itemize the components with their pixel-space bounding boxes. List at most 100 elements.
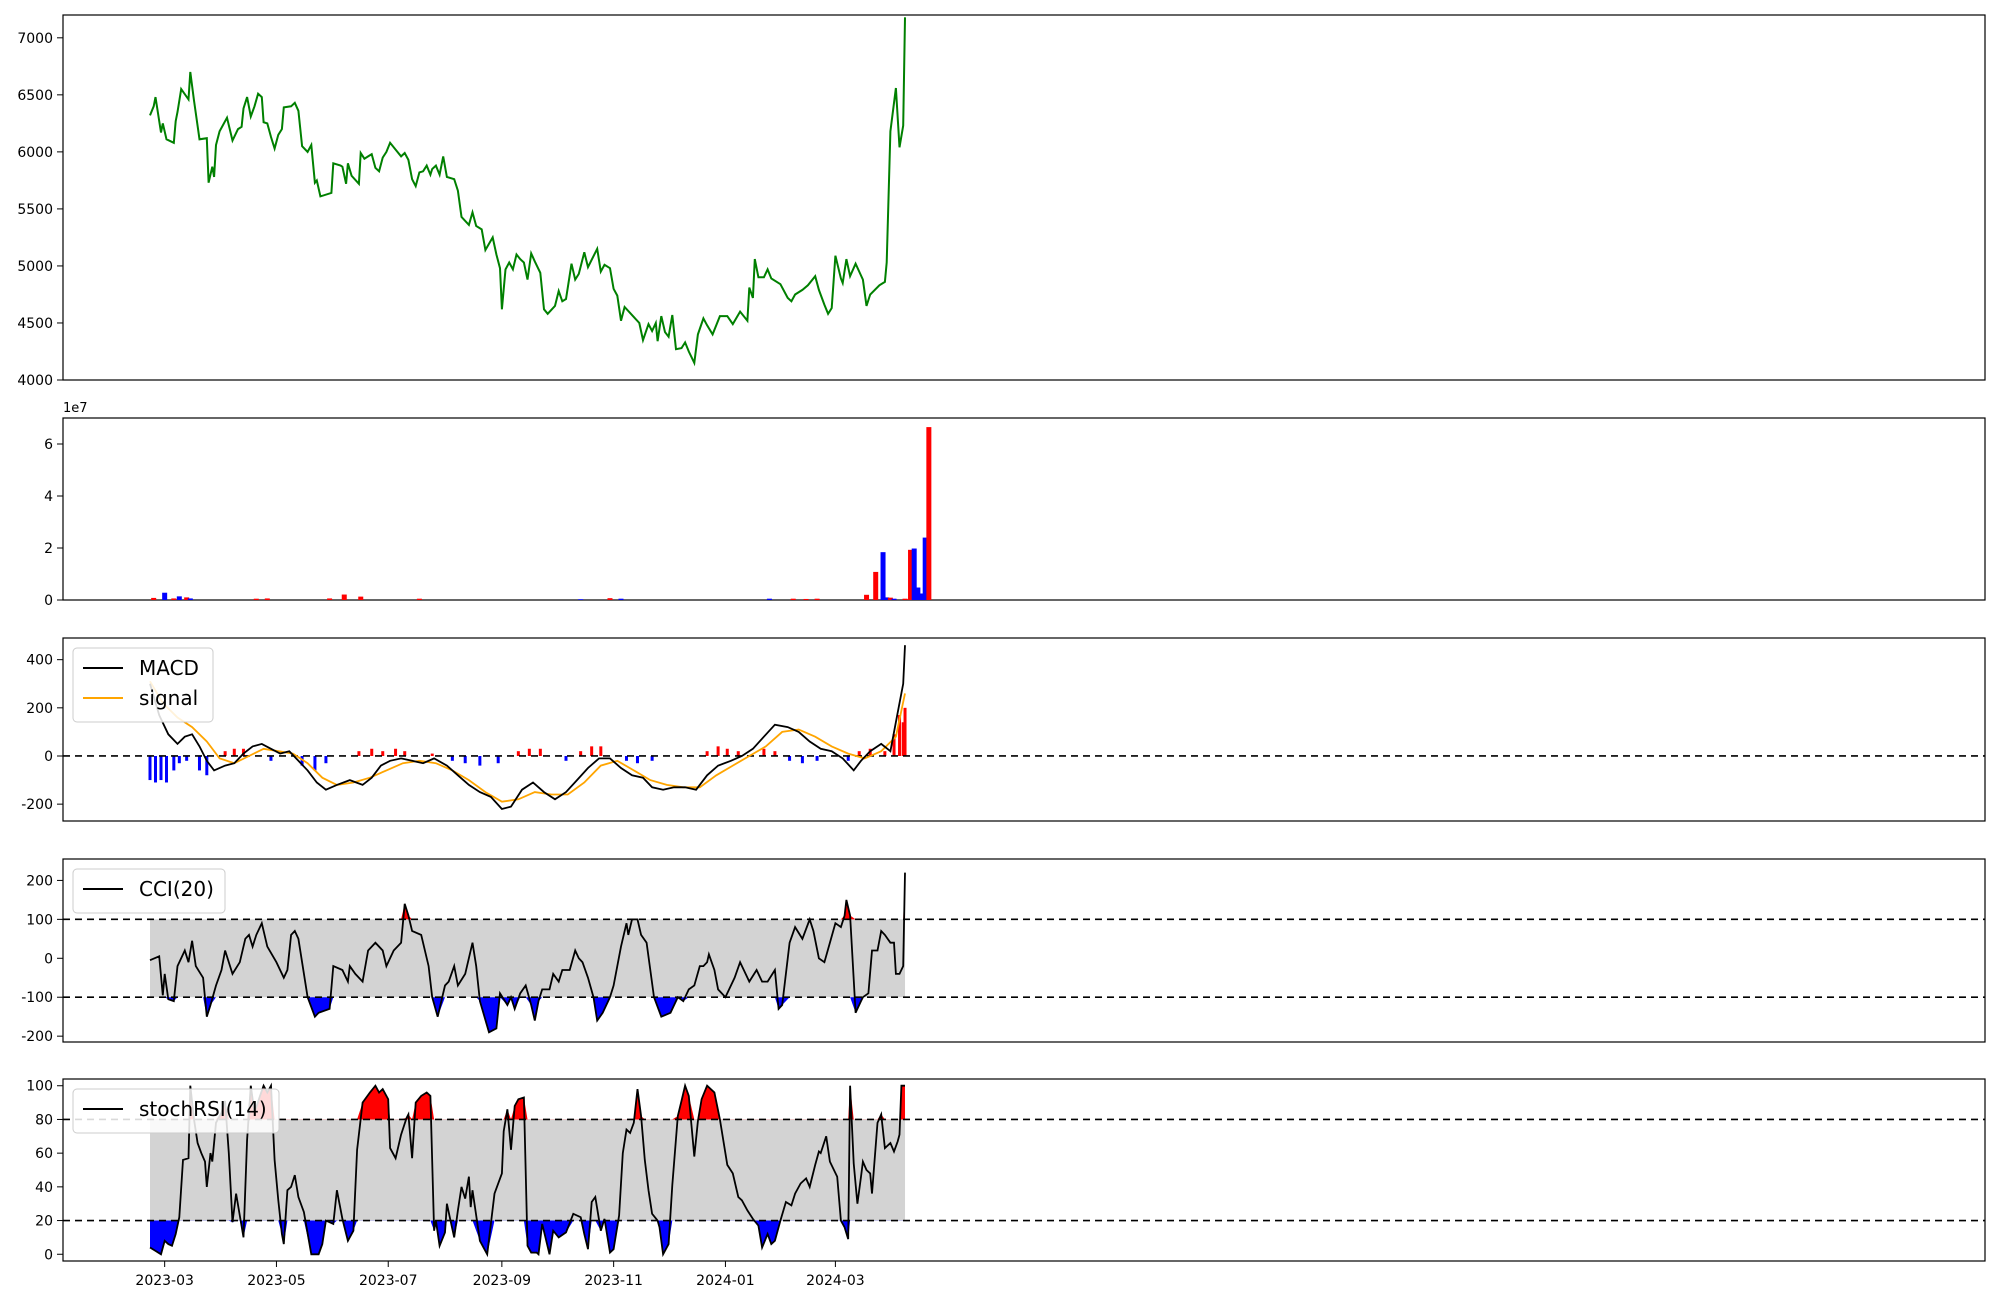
y-tick-label: -200	[21, 1029, 53, 1045]
volume-bar	[176, 596, 182, 600]
axes-frame	[62, 637, 1986, 822]
macd-histogram-bar	[903, 707, 907, 756]
macd-histogram-bar	[883, 751, 887, 756]
y-tick-label: -200	[21, 797, 53, 813]
volume-bar	[253, 598, 259, 600]
y-tick-label: 400	[26, 653, 53, 669]
volume-bar	[766, 598, 772, 600]
y-tick-label: 100	[26, 912, 53, 928]
cci-panel: -200 -100 0 100 200 CCI(20)	[21, 858, 1986, 1045]
axes-frame	[62, 858, 1986, 1043]
price-panel: 4000 4500 5000 5500 6000 6500 7000	[17, 14, 1986, 389]
macd-histogram-bar	[381, 751, 385, 756]
volume-bar	[919, 593, 925, 600]
macd-histogram-bar	[857, 751, 861, 756]
legend-label: CCI(20)	[139, 877, 214, 901]
macd-histogram-bar	[716, 746, 720, 756]
macd-histogram-bar	[463, 755, 467, 764]
macd-histogram-bar	[705, 751, 709, 756]
volume-bar	[908, 549, 914, 600]
macd-histogram-bar	[313, 755, 317, 771]
macd-histogram-bar	[538, 748, 542, 756]
volume-bar	[814, 598, 820, 600]
macd-histogram-bar	[241, 748, 245, 756]
y-tick-label: 0	[44, 1247, 53, 1263]
volume-bar	[607, 598, 613, 600]
macd-histogram-bar	[564, 755, 568, 761]
y-tick-label: 0	[44, 593, 53, 609]
x-tick-label: 2024-03	[806, 1273, 865, 1289]
overbought-fill	[150, 1085, 906, 1120]
volume-bar	[187, 598, 193, 600]
macd-histogram-bar	[153, 755, 157, 783]
y-tick-label: 2	[44, 541, 53, 557]
volume-bar	[416, 598, 422, 600]
volume-bar	[327, 598, 333, 600]
y-tick-label: 6000	[17, 145, 53, 161]
x-tick-label: 2023-07	[359, 1273, 418, 1289]
macd-histogram-bar	[185, 755, 189, 761]
macd-histogram-bar	[478, 755, 482, 766]
y-tick-label: 100	[26, 1079, 53, 1095]
x-tick-label: 2023-09	[473, 1273, 532, 1289]
macd-histogram-bar	[496, 755, 500, 764]
y-tick-label: 6	[44, 437, 53, 453]
y-tick-label: -100	[21, 990, 53, 1006]
volume-bar	[358, 596, 364, 600]
macd-histogram-bar	[892, 734, 896, 756]
macd-histogram-bar	[800, 755, 804, 764]
volume-bar	[578, 599, 584, 600]
macd-histogram-bar	[172, 755, 176, 771]
macd-histogram-bar	[300, 755, 304, 766]
volume-bar	[864, 594, 870, 600]
y-tick-label: 6500	[17, 88, 53, 104]
legend-label: signal	[139, 686, 198, 710]
volume-bar	[264, 598, 270, 600]
neutral-band	[150, 919, 906, 998]
macd-panel: -200 0 200 400 MACD signal	[21, 637, 1986, 822]
macd-histogram-bar	[403, 751, 407, 756]
volume-bar	[887, 597, 893, 600]
volume-bar	[184, 597, 190, 600]
macd-histogram-bar	[579, 751, 583, 756]
y-tick-label: 5000	[17, 259, 53, 275]
macd-histogram-bar	[901, 722, 905, 756]
macd-histogram-bar	[788, 755, 792, 761]
y-tick-label: 80	[35, 1112, 53, 1128]
macd-histogram-bar	[846, 755, 850, 761]
x-tick-label: 2023-11	[584, 1273, 643, 1289]
volume-bar	[151, 597, 157, 600]
macd-histogram-bar	[527, 748, 531, 756]
macd-line	[149, 645, 906, 811]
volume-bar	[915, 587, 921, 600]
price-line	[149, 17, 906, 367]
cci-line	[149, 872, 906, 1034]
y-tick-label: 200	[26, 873, 53, 889]
macd-histogram-bar	[773, 751, 777, 756]
y-tick-label: 60	[35, 1146, 53, 1162]
macd-histogram-bar	[205, 755, 209, 776]
macd-histogram-bar	[269, 755, 273, 761]
macd-histogram-bar	[430, 753, 434, 756]
macd-histogram-bar	[324, 755, 328, 764]
volume-bar	[618, 598, 624, 600]
chart-panels: 400045005000550060006500700002461e7-2000…	[17, 14, 1986, 1289]
x-axis: 2023-03 2023-05 2023-07 2023-09 2023-11 2024-…	[135, 1261, 865, 1289]
macd-histogram-bar	[370, 748, 374, 756]
legend-label: MACD	[139, 656, 199, 680]
legend-label: stochRSI(14)	[139, 1097, 267, 1121]
macd-histogram-bar	[177, 755, 181, 764]
volume-bar	[902, 598, 908, 600]
volume-bar	[162, 592, 168, 600]
y-offset-label: 1e7	[63, 401, 88, 416]
volume-panel: 0 2 4 6 1e7	[44, 401, 1986, 609]
x-tick-label: 2024-01	[696, 1273, 755, 1289]
macd-histogram-bar	[232, 748, 236, 756]
y-tick-label: 7000	[17, 31, 53, 47]
stochrsi-line	[149, 1082, 905, 1258]
volume-bar	[880, 552, 886, 600]
signal-line	[149, 680, 906, 803]
x-tick-label: 2023-05	[247, 1273, 306, 1289]
